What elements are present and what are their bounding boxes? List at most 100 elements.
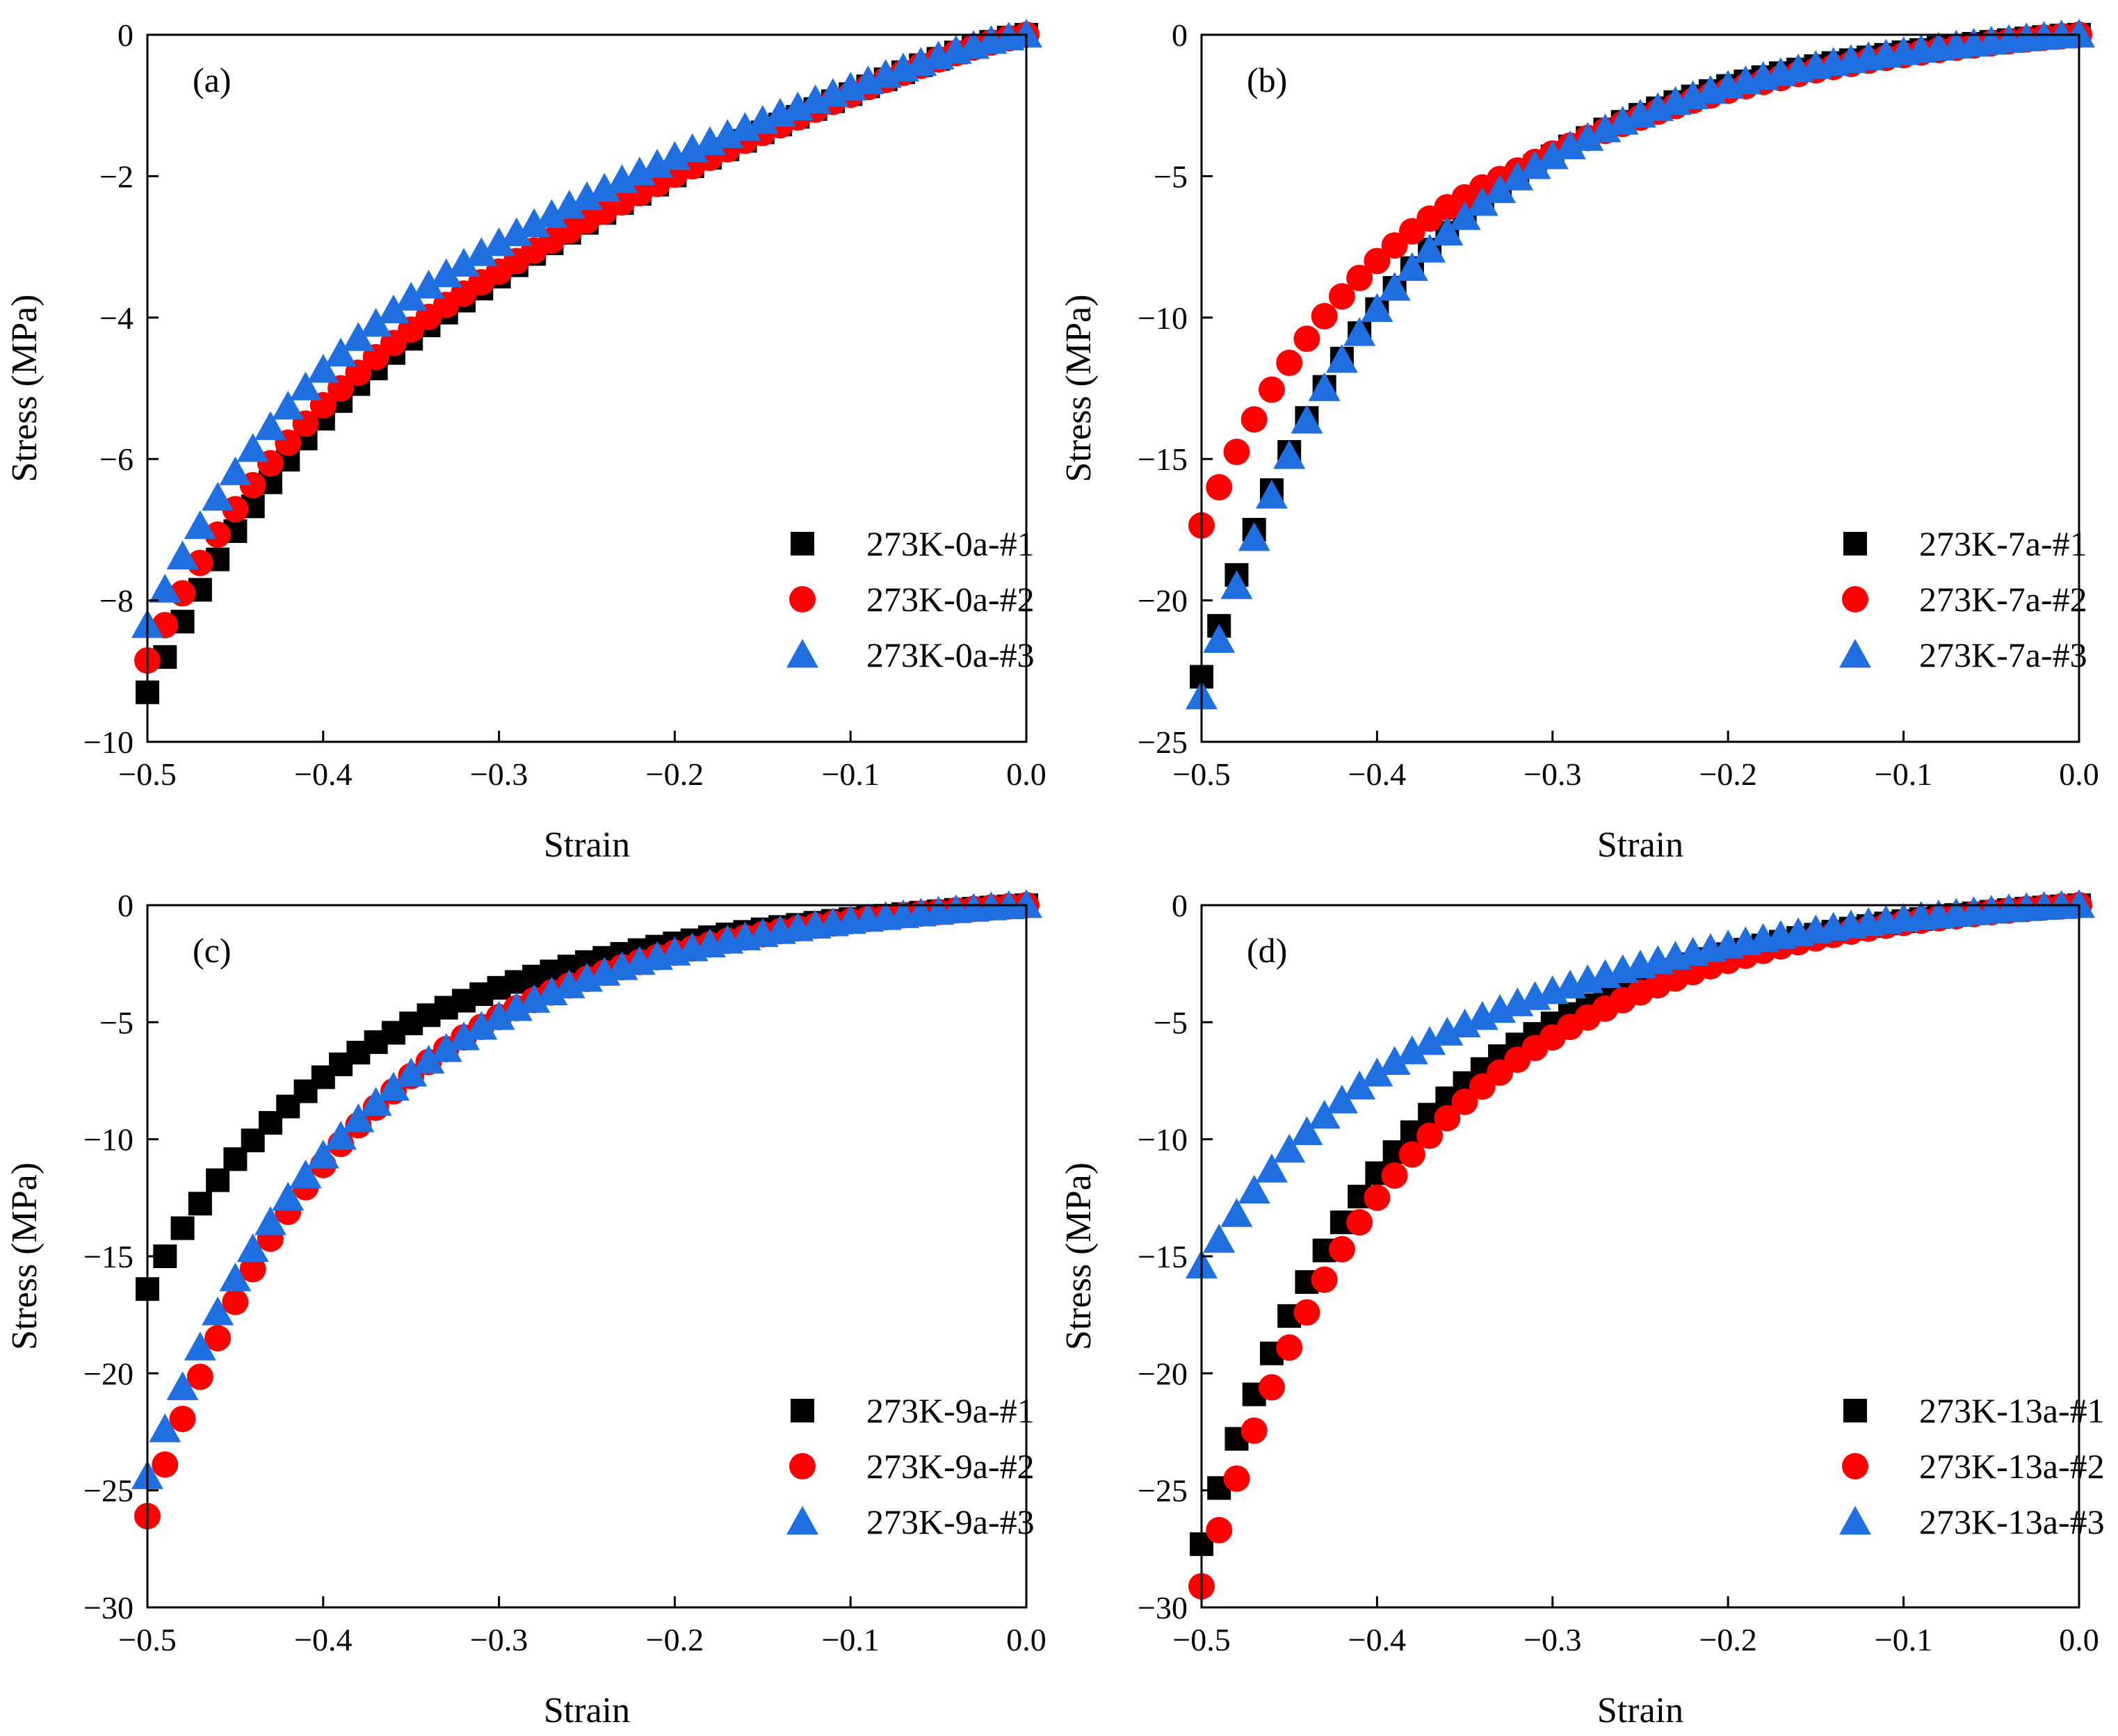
data-point <box>1238 522 1270 551</box>
legend-entry: 273K-7a-#1 <box>1919 524 2087 563</box>
data-point <box>1291 405 1323 434</box>
data-point <box>1416 1122 1444 1149</box>
data-point <box>1308 372 1341 401</box>
data-point <box>430 258 462 288</box>
series-3 <box>131 889 1042 1489</box>
data-point <box>1469 1073 1496 1100</box>
data-point <box>1519 150 1551 179</box>
data-point <box>500 992 533 1021</box>
x-tick-label: −0.3 <box>1523 756 1581 792</box>
data-point <box>1293 325 1320 352</box>
chart-panel-b: −0.5 −0.4 −0.3 −0.2 −0.1 0.0 0 −5 −10 −15 −20 −25 St… <box>1059 17 2099 865</box>
data-point <box>1434 1105 1461 1132</box>
data-point <box>204 521 232 549</box>
data-point <box>1451 1088 1478 1115</box>
data-point <box>1501 161 1534 190</box>
y-tick-label: −25 <box>1138 1473 1188 1509</box>
y-tick-label: −2 <box>99 159 134 194</box>
y-axis-label: Stress (MPa) <box>5 1162 45 1350</box>
data-point <box>1325 1085 1358 1114</box>
data-point <box>272 1181 305 1211</box>
data-point <box>518 208 551 237</box>
data-point <box>535 199 568 228</box>
x-tick-label: −0.3 <box>470 1622 528 1657</box>
data-point <box>395 282 428 311</box>
data-point <box>1010 889 1042 918</box>
legend: 273K-7a-#1 273K-7a-#2 273K-7a-#3 <box>1839 524 2087 674</box>
data-points <box>131 889 1042 1530</box>
panel-label: (d) <box>1247 931 1287 970</box>
data-point <box>325 337 357 367</box>
legend-marker <box>1839 1506 1871 1535</box>
data-point <box>377 1071 410 1101</box>
series-3 <box>1186 889 2095 1279</box>
data-point <box>483 1000 515 1030</box>
data-point <box>1361 1057 1393 1087</box>
series-3 <box>1186 19 2095 710</box>
data-point <box>1311 302 1338 330</box>
data-point <box>1293 1299 1320 1326</box>
y-tick-label: 0 <box>118 17 134 53</box>
data-point <box>1258 376 1285 403</box>
data-point <box>359 307 392 337</box>
x-tick-label: −0.3 <box>470 756 528 792</box>
x-tick-label: −0.4 <box>1348 756 1406 792</box>
legend-marker <box>786 1506 818 1535</box>
legend-entry: 273K-9a-#2 <box>866 1447 1035 1486</box>
legend-entry: 273K-9a-#3 <box>866 1502 1035 1541</box>
data-point <box>1010 19 1042 48</box>
data-point <box>149 1413 181 1443</box>
y-tick-label: −10 <box>83 724 134 760</box>
data-point <box>236 1233 269 1263</box>
data-point <box>1364 1184 1391 1211</box>
panel-label: (c) <box>193 931 232 970</box>
data-point <box>1291 1116 1323 1145</box>
data-point <box>1431 1016 1464 1046</box>
data-point <box>254 1206 286 1235</box>
data-point <box>152 1451 179 1478</box>
legend: 273K-13a-#1 273K-13a-#2 273K-13a-#3 <box>1839 1391 2105 1541</box>
data-point <box>1378 272 1411 301</box>
data-points <box>1186 19 2095 710</box>
legend-marker <box>789 586 816 613</box>
legend-entry: 273K-0a-#2 <box>866 580 1035 619</box>
data-point <box>465 237 498 266</box>
data-point <box>377 294 410 324</box>
legend-marker <box>1839 639 1871 668</box>
data-point <box>1448 1008 1481 1038</box>
y-tick-label: −20 <box>1138 1356 1188 1391</box>
data-point <box>325 1121 357 1150</box>
x-tick-label: −0.2 <box>646 756 704 792</box>
x-tick-label: −0.4 <box>294 1622 352 1657</box>
x-tick-label: −0.5 <box>118 756 176 792</box>
data-point <box>1396 252 1428 282</box>
data-point <box>1378 1046 1411 1075</box>
data-point <box>219 1262 252 1292</box>
plot-frame <box>1200 33 2080 743</box>
data-point <box>307 1139 339 1169</box>
y-tick-label: −15 <box>83 1239 134 1274</box>
data-point <box>186 549 213 576</box>
y-tick-label: 0 <box>1172 888 1188 923</box>
data-point <box>289 1159 322 1189</box>
series-3 <box>131 19 1042 638</box>
x-tick-label: −0.3 <box>1523 1622 1581 1657</box>
data-point <box>1273 440 1306 469</box>
data-point <box>1238 1174 1270 1204</box>
data-point <box>202 1296 234 1326</box>
data-point <box>1466 187 1498 216</box>
data-point <box>641 149 674 178</box>
data-point <box>1554 130 1587 160</box>
data-point <box>448 1021 480 1050</box>
data-point <box>1223 439 1250 466</box>
x-tick-label: −0.1 <box>1875 1622 1932 1657</box>
y-tick-label: −15 <box>1138 441 1188 477</box>
data-point <box>1276 1334 1303 1361</box>
x-tick-label: 0.0 <box>2059 756 2099 792</box>
data-point <box>1220 570 1253 599</box>
legend-entry: 273K-13a-#1 <box>1919 1391 2105 1430</box>
y-tick-label: −30 <box>83 1590 134 1625</box>
data-point <box>1255 1153 1288 1183</box>
data-point <box>1346 1209 1373 1236</box>
